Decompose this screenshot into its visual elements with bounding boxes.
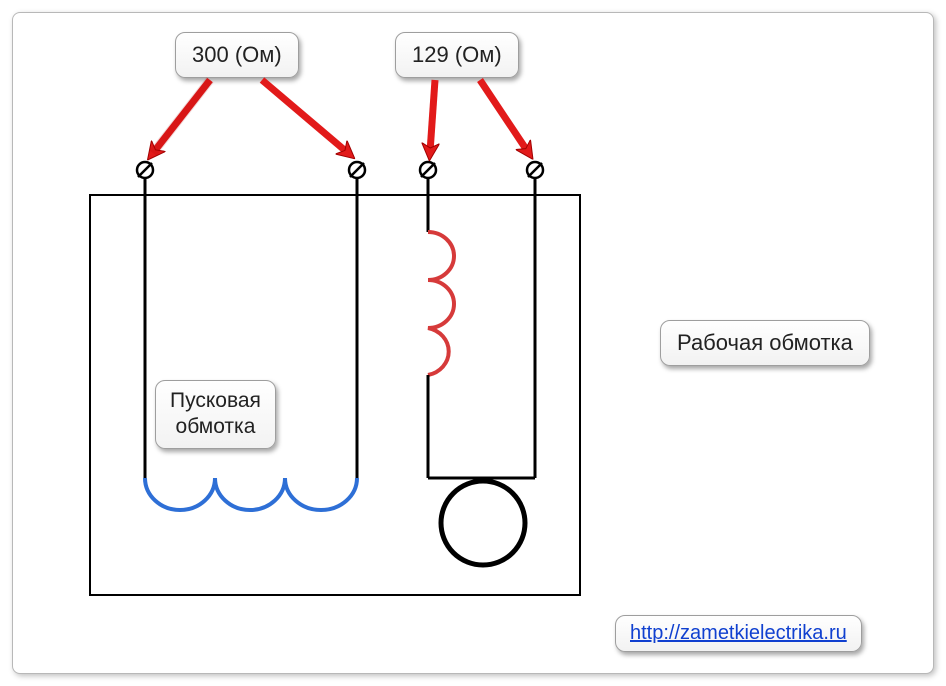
label-start-winding: Пусковая обмотка xyxy=(155,380,276,449)
label-start-winding-line2: обмотка xyxy=(176,415,256,438)
label-ohm-left: 300 (Ом) xyxy=(175,32,299,78)
label-run-winding: Рабочая обмотка xyxy=(660,320,870,366)
source-link[interactable]: http://zametkielectrika.ru xyxy=(615,615,862,652)
label-ohm-right: 129 (Ом) xyxy=(395,32,519,78)
label-start-winding-line1: Пусковая xyxy=(170,389,261,412)
